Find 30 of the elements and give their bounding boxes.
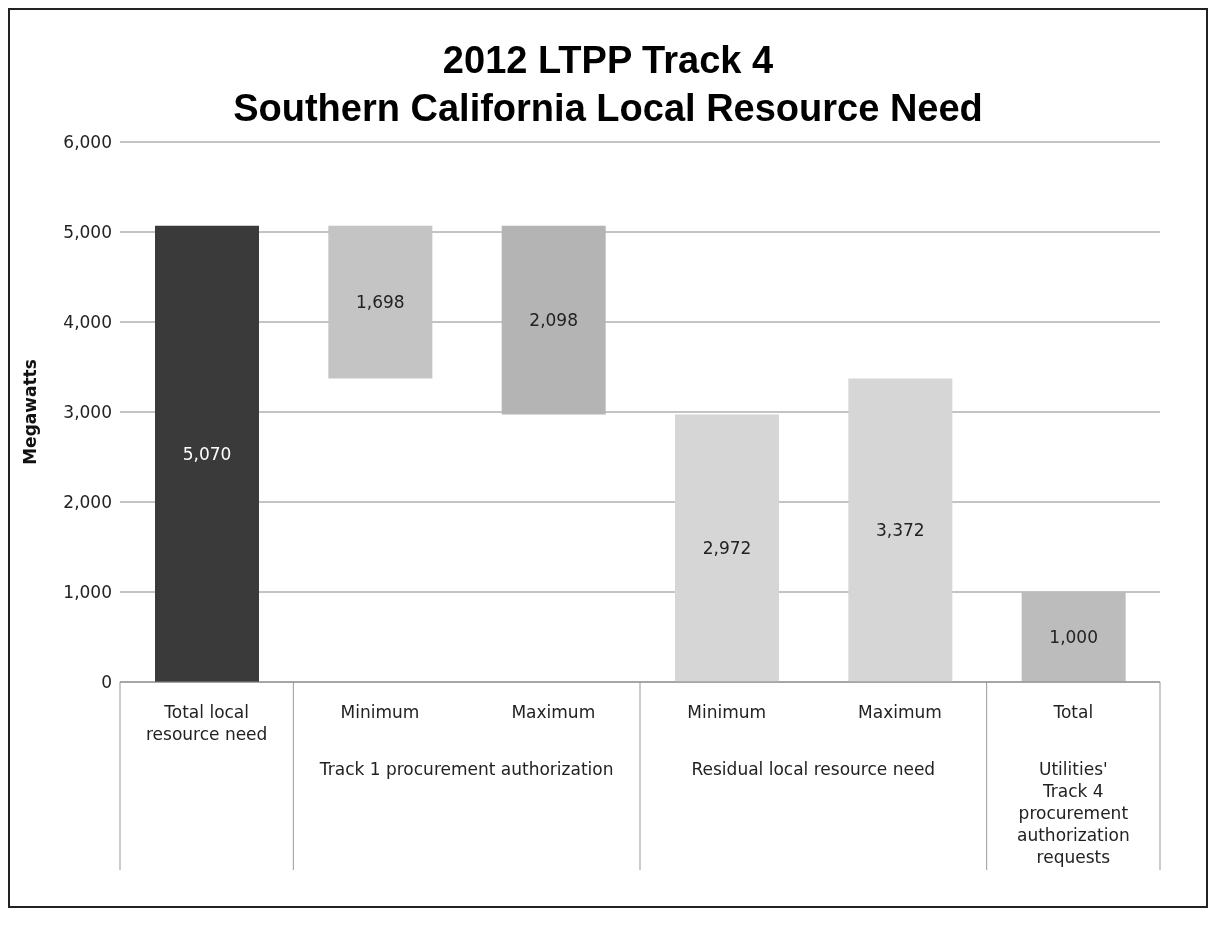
data-label: 2,972	[702, 538, 752, 559]
y-tick-label: 2,000	[63, 492, 112, 513]
bar	[1021, 592, 1126, 682]
bar	[501, 225, 606, 415]
y-tick-label: 4,000	[63, 312, 112, 333]
x-tick-label: Minimum	[340, 702, 420, 722]
bar	[848, 378, 953, 682]
data-label: 2,098	[529, 310, 578, 331]
y-tick-label: 5,000	[63, 222, 112, 243]
y-tick-label: 6,000	[63, 132, 112, 153]
text: Utilities' Track 4 procurement authorization requests	[1017, 759, 1130, 867]
x-tick-label: Total local resource need	[145, 702, 268, 744]
y-tick-label: 3,000	[63, 402, 112, 423]
x-tick-label: Maximum	[511, 702, 596, 722]
y-tick-label: 0	[101, 672, 112, 693]
bar	[675, 414, 779, 682]
text: Track 1 procurement authorization	[318, 759, 614, 779]
data-label: 1,000	[1049, 627, 1098, 647]
x-tick-label: Maximum	[858, 702, 942, 722]
bar	[328, 225, 433, 379]
y-tick-label: 1,000	[63, 582, 112, 603]
x-tick-label: Total	[1052, 702, 1094, 722]
data-label: 1,698	[356, 292, 405, 313]
chart-title: 2012 LTPP Track 4 Southern California Local Resource Need	[232, 38, 984, 131]
x-tick-label: Minimum	[687, 702, 767, 722]
data-label: 5,070	[182, 443, 232, 464]
text: Residual local resource need	[691, 759, 936, 779]
y-axis-title: Megawatts	[20, 359, 41, 465]
data-label: 3,372	[876, 520, 925, 541]
bar	[155, 225, 259, 682]
